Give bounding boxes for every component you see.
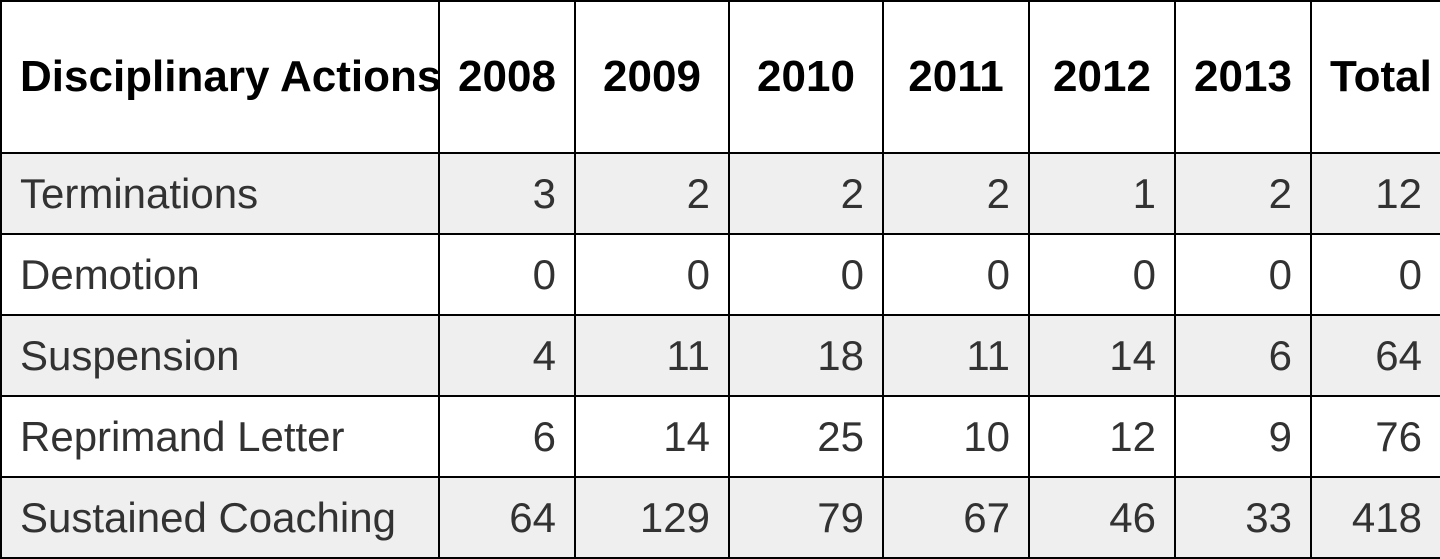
row-label: Terminations (1, 153, 439, 234)
cell-value: 0 (1175, 234, 1311, 315)
cell-value: 11 (883, 315, 1029, 396)
cell-value: 0 (439, 234, 575, 315)
cell-value: 10 (883, 396, 1029, 477)
row-label: Sustained Coaching (1, 477, 439, 558)
cell-value: 3 (439, 153, 575, 234)
cell-value: 64 (439, 477, 575, 558)
table-row: Suspension 4 11 18 11 14 6 64 (1, 315, 1440, 396)
cell-total: 418 (1311, 477, 1440, 558)
cell-value: 2 (575, 153, 729, 234)
cell-value: 2 (1175, 153, 1311, 234)
cell-value: 25 (729, 396, 883, 477)
cell-value: 129 (575, 477, 729, 558)
cell-total: 76 (1311, 396, 1440, 477)
cell-value: 12 (1029, 396, 1175, 477)
cell-value: 0 (729, 234, 883, 315)
row-label: Suspension (1, 315, 439, 396)
row-label: Reprimand Letter (1, 396, 439, 477)
cell-total: 64 (1311, 315, 1440, 396)
column-header-2010: 2010 (729, 1, 883, 153)
column-header-2009: 2009 (575, 1, 729, 153)
cell-value: 0 (883, 234, 1029, 315)
cell-total: 0 (1311, 234, 1440, 315)
cell-value: 2 (883, 153, 1029, 234)
table-row: Reprimand Letter 6 14 25 10 12 9 76 (1, 396, 1440, 477)
row-label: Demotion (1, 234, 439, 315)
table-row: Terminations 3 2 2 2 1 2 12 (1, 153, 1440, 234)
column-header-2013: 2013 (1175, 1, 1311, 153)
cell-value: 18 (729, 315, 883, 396)
column-header-2008: 2008 (439, 1, 575, 153)
cell-value: 46 (1029, 477, 1175, 558)
column-header-2012: 2012 (1029, 1, 1175, 153)
table-row: Sustained Coaching 64 129 79 67 46 33 41… (1, 477, 1440, 558)
cell-value: 67 (883, 477, 1029, 558)
cell-value: 6 (439, 396, 575, 477)
cell-value: 1 (1029, 153, 1175, 234)
table-header-row: Disciplinary Actions 2008 2009 2010 2011… (1, 1, 1440, 153)
cell-value: 2 (729, 153, 883, 234)
cell-value: 33 (1175, 477, 1311, 558)
cell-value: 4 (439, 315, 575, 396)
column-header-actions: Disciplinary Actions (1, 1, 439, 153)
column-header-total: Total (1311, 1, 1440, 153)
cell-value: 11 (575, 315, 729, 396)
table-row: Demotion 0 0 0 0 0 0 0 (1, 234, 1440, 315)
cell-value: 6 (1175, 315, 1311, 396)
disciplinary-actions-table: Disciplinary Actions 2008 2009 2010 2011… (0, 0, 1440, 559)
cell-value: 14 (1029, 315, 1175, 396)
cell-value: 0 (1029, 234, 1175, 315)
cell-total: 12 (1311, 153, 1440, 234)
column-header-2011: 2011 (883, 1, 1029, 153)
cell-value: 79 (729, 477, 883, 558)
cell-value: 14 (575, 396, 729, 477)
cell-value: 9 (1175, 396, 1311, 477)
cell-value: 0 (575, 234, 729, 315)
